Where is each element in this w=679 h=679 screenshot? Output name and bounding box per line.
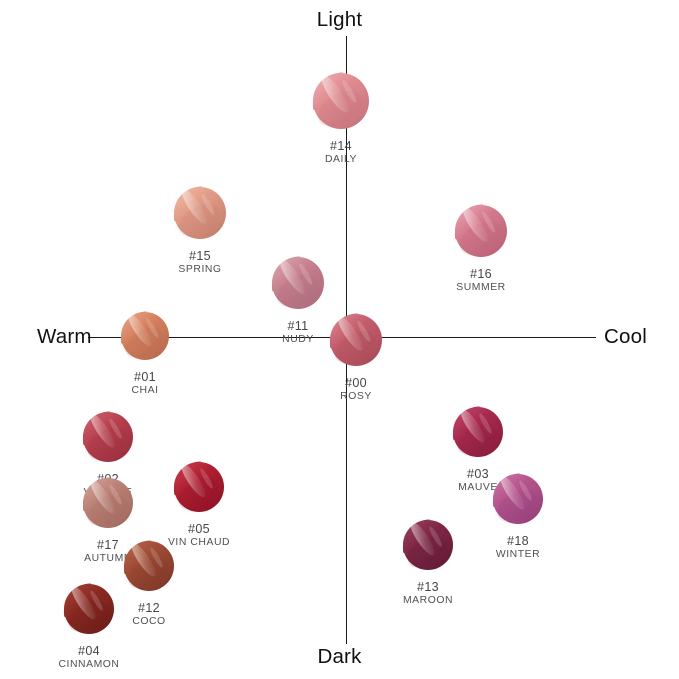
swatch-code: #01 <box>134 370 156 384</box>
swatch-caption: #11 NUDY <box>282 319 314 346</box>
swatch-code: #03 <box>467 467 489 481</box>
swatch-name: CINNAMON <box>58 659 120 671</box>
axis-label-dark: Dark <box>317 645 362 668</box>
swatch-name: COCO <box>132 616 166 628</box>
swatch-code: #04 <box>78 644 100 658</box>
swatch-caption: #01 CHAI <box>131 370 158 397</box>
swatch-caption: #12 COCO <box>132 601 165 628</box>
axis-label-light: Light <box>316 8 363 31</box>
shade-swatch-circle <box>113 304 177 368</box>
swatch-caption: #16 SUMMER <box>456 267 505 294</box>
swatch-name: AUTUMN <box>84 553 132 565</box>
swatch-caption: #18 WINTER <box>496 534 540 561</box>
swatch-caption: #05 VIN CHAUD <box>168 522 230 549</box>
swatch-code: #15 <box>189 249 211 263</box>
swatch-caption: #14 DAILY <box>325 139 357 166</box>
swatch-caption: #17 AUTUMN <box>84 538 132 565</box>
swatch-caption: #00 ROSY <box>340 376 372 403</box>
swatch-name: VIN CHAUD <box>167 537 231 549</box>
shade-swatch-circle <box>264 249 332 317</box>
shade-swatch-circle <box>305 65 377 137</box>
swatch-caption: #03 MAUVE <box>458 467 498 494</box>
swatch-name: WINTER <box>495 549 541 561</box>
shade-swatch-circle <box>75 404 141 470</box>
axis-label-cool: Cool <box>604 325 647 348</box>
swatch-name: SPRING <box>178 264 222 276</box>
swatch-code: #16 <box>470 267 492 281</box>
swatch-name: ROSY <box>340 391 372 403</box>
swatch-code: #05 <box>188 522 210 536</box>
swatch-name: MAUVE <box>458 482 498 494</box>
swatch-code: #18 <box>507 534 529 548</box>
swatch-caption: #13 MAROON <box>403 580 453 607</box>
shade-swatch-circle <box>322 306 390 374</box>
shade-swatch-circle <box>75 470 141 536</box>
shade-swatch-circle <box>485 466 551 532</box>
swatch-code: #12 <box>138 601 160 615</box>
swatch-name: CHAI <box>131 385 159 397</box>
shade-swatch-circle <box>166 454 232 520</box>
swatch-name: MAROON <box>402 595 454 607</box>
shade-swatch-circle <box>166 179 234 247</box>
shade-swatch-circle <box>447 197 515 265</box>
swatch-code: #14 <box>330 139 352 153</box>
axis-label-warm: Warm <box>37 325 92 348</box>
shade-swatch-circle <box>116 533 182 599</box>
shade-swatch-circle <box>445 399 511 465</box>
shade-swatch-circle <box>56 576 122 642</box>
swatch-code: #17 <box>97 538 119 552</box>
swatch-caption: #04 CINNAMON <box>59 644 120 671</box>
swatch-name: SUMMER <box>456 282 506 294</box>
swatch-name: NUDY <box>282 334 314 346</box>
swatch-name: DAILY <box>324 154 358 166</box>
swatch-caption: #15 SPRING <box>178 249 221 276</box>
swatch-code: #13 <box>417 580 439 594</box>
swatch-code: #00 <box>345 376 367 390</box>
swatch-code: #11 <box>287 319 309 333</box>
shade-swatch-circle <box>395 512 461 578</box>
